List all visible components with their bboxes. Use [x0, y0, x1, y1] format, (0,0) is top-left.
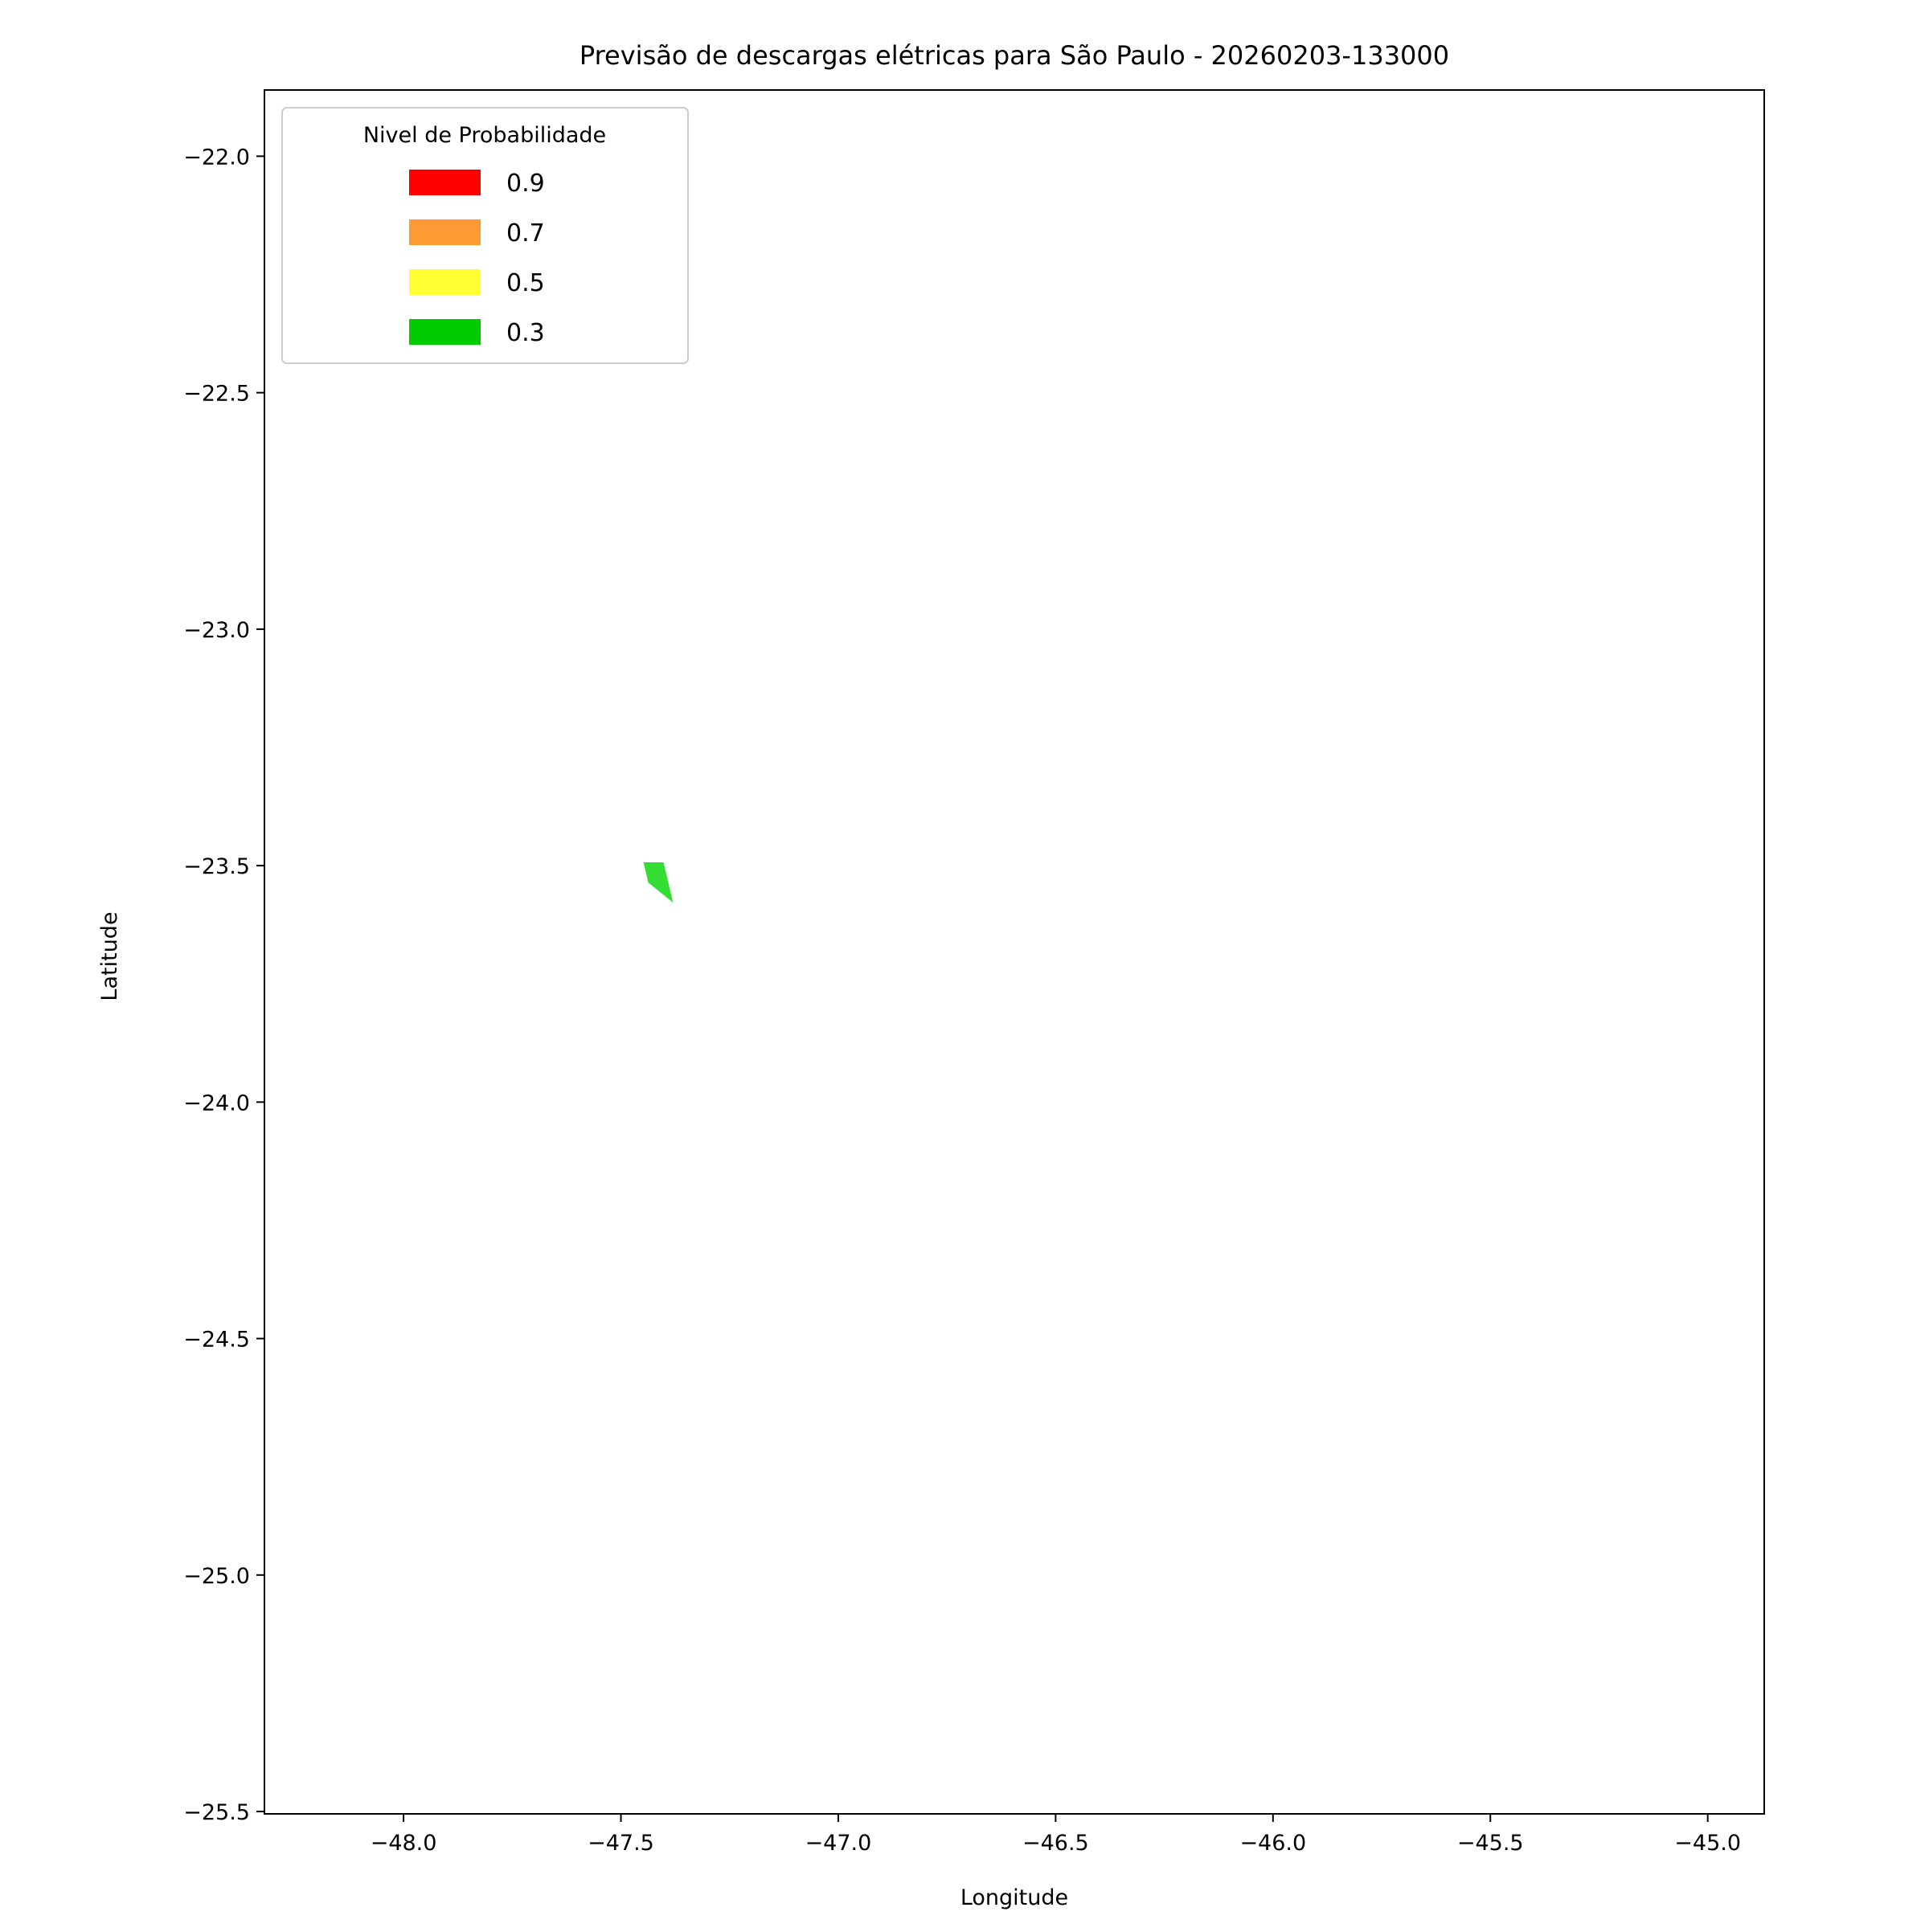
chart-title: Previsão de descargas elétricas para São… — [580, 40, 1449, 71]
legend-swatch — [409, 319, 481, 345]
plot-area — [643, 862, 674, 903]
y-tick-label: −22.0 — [183, 145, 250, 170]
legend-swatch — [409, 170, 481, 195]
x-tick-label: −45.5 — [1457, 1831, 1524, 1856]
axes-frame — [264, 89, 1765, 1815]
legend-box — [281, 107, 689, 364]
x-tick-label: −47.5 — [588, 1831, 654, 1856]
y-axis: −22.0 −22.5 −23.0 −23.5 −24.0 −24.5 −25.0 −25.5 — [183, 145, 264, 1825]
legend-label: 0.9 — [506, 170, 545, 198]
legend-label: 0.3 — [506, 319, 545, 347]
probability-polygon — [643, 862, 674, 903]
legend-swatch — [409, 269, 481, 295]
y-tick-label: −23.5 — [183, 854, 250, 879]
x-tick-label: −48.0 — [371, 1831, 437, 1856]
y-axis-label: Latitude — [97, 911, 122, 1001]
y-tick-label: −23.0 — [183, 618, 250, 643]
y-tick-label: −22.5 — [183, 382, 250, 407]
x-tick-label: −45.0 — [1674, 1831, 1741, 1856]
legend: Nivel de Probabilidade 0.9 0.7 0.5 0.3 — [281, 107, 689, 364]
y-tick-label: −25.5 — [183, 1800, 250, 1825]
x-tick-label: −46.5 — [1022, 1831, 1089, 1856]
x-tick-label: −46.0 — [1239, 1831, 1306, 1856]
x-axis: −48.0 −47.5 −47.0 −46.5 −46.0 −45.5 −45.0 — [371, 1814, 1741, 1856]
x-tick-label: −47.0 — [805, 1831, 872, 1856]
y-tick-label: −24.5 — [183, 1328, 250, 1353]
legend-title: Nivel de Probabilidade — [363, 123, 606, 148]
legend-label: 0.5 — [506, 269, 545, 297]
y-tick-label: −25.0 — [183, 1564, 250, 1589]
legend-label: 0.7 — [506, 219, 545, 248]
y-tick-label: −24.0 — [183, 1091, 250, 1115]
legend-swatch — [409, 219, 481, 245]
x-axis-label: Longitude — [960, 1885, 1068, 1910]
